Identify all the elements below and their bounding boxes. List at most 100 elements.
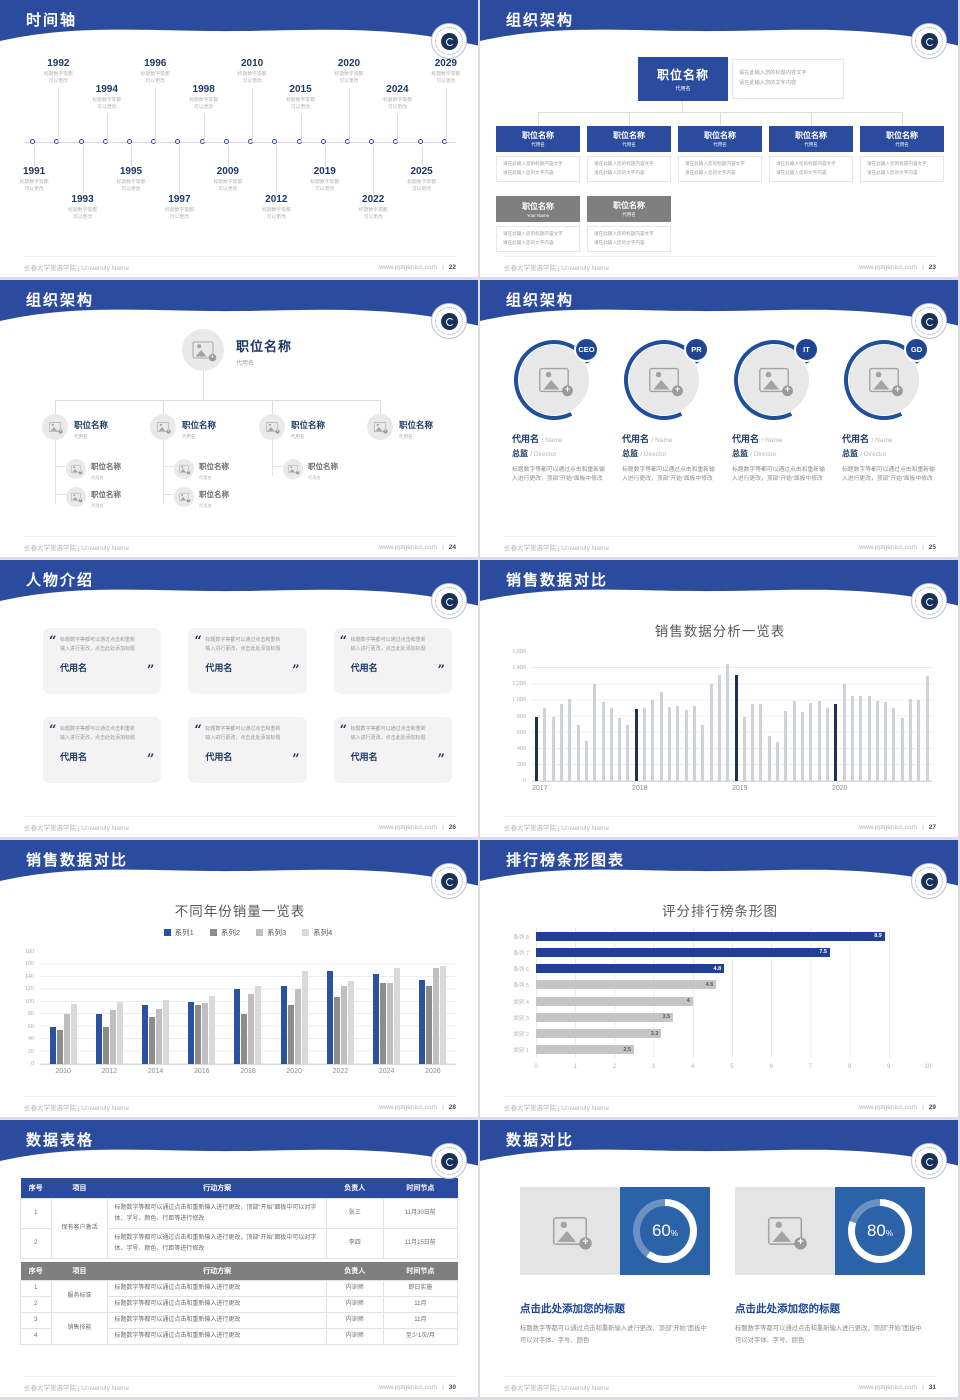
- card-title: 点击此处添加您的标题: [520, 1303, 625, 1315]
- quote-text: 标题数字等都可以通过点击和重新输入进行更改，点击此处添加标题: [350, 637, 426, 652]
- footer-site-url: www.pptgenius.com: [379, 823, 438, 831]
- timeline-note: 标题数字等都 可以更改: [189, 98, 219, 111]
- org-box-cell: 职位名称 代用名 请在此输入您的标题内容文字 请在此输入您的文字内容: [496, 126, 580, 182]
- add-image-icon: [383, 429, 388, 434]
- footer-page-number: 24: [448, 543, 456, 551]
- footer-school-name: 长春大学旅游学院 | University Name: [24, 545, 129, 552]
- position-title: 职位名称: [199, 490, 229, 499]
- header-curve: [480, 0, 960, 46]
- connector-line: [163, 440, 164, 504]
- bar-value-label: 4: [686, 998, 690, 1005]
- timeline-node-dot: [126, 139, 132, 144]
- close-quote-icon: ”: [292, 752, 300, 767]
- close-quote-icon: ”: [437, 752, 445, 767]
- column-header: 负责人: [326, 1178, 384, 1199]
- org-box-note: 请在此输入您的标题内容文字 请在此输入您的文字内容: [496, 156, 580, 182]
- seal-emblem-icon: [920, 32, 938, 50]
- position-alias: 代用名: [91, 475, 104, 480]
- image-placeholder-icon: [179, 492, 191, 502]
- footer-page-number: 22: [448, 263, 456, 271]
- donut-kpi-card: 80% 点击此处添加您的标题 标题数字等都可以通过点击和重新输入进行更改，顶部“…: [735, 1187, 925, 1346]
- merged-project-cell: 销售技能: [50, 1312, 109, 1345]
- slide-28-grouped-chart: 销售数据对比 不同年份销量一览表 系列1 系列2 系列3 系列4 180 160 140 1…: [0, 840, 480, 1120]
- slide-31-donut-comparison: 数据对比 60% 点击此处添加您的标题 标题数字等都可以通过点击和重新输入进行更…: [480, 1120, 960, 1400]
- column-bar: [709, 684, 713, 781]
- slide-header: 时间轴: [0, 0, 480, 59]
- timeline: 1991 标题数字等都 可以更改 1992 标题数字等都 可以更改: [20, 58, 461, 234]
- image-placeholder-box: [520, 1187, 620, 1275]
- bar-group: 2012: [86, 952, 132, 1075]
- category-label: 系列 7: [513, 950, 529, 957]
- image-placeholder-icon: [48, 422, 63, 434]
- x-tick-label: 2020: [286, 1068, 302, 1075]
- column-bar: [63, 1014, 70, 1064]
- timeline-connector: [227, 146, 229, 166]
- member-description: 标题数字等都可以通过点击和重新输入进行更改，顶部“开始”面板中修改: [842, 467, 935, 483]
- add-image-icon: [672, 385, 683, 397]
- org-box-note: 请在此输入您的标题内容文字 请在此输入您的文字内容: [587, 226, 671, 252]
- footer-site-url: www.pptgenius.com: [859, 823, 918, 831]
- bar-group: 2024: [364, 952, 410, 1075]
- timeline-connector: [179, 146, 181, 194]
- timeline-item: 1992 标题数字等都 可以更改: [44, 58, 73, 234]
- column-bar: [867, 696, 871, 781]
- timeline-year: 1995: [119, 166, 143, 177]
- hbar-bar: 4.6: [536, 980, 717, 990]
- image-placeholder-icon: [192, 341, 217, 362]
- hbar-row: 类别 4 4: [513, 996, 928, 1006]
- percent-value: 60: [651, 1221, 671, 1240]
- x-tick-label: 8: [847, 1064, 852, 1070]
- header-curve: [0, 0, 480, 46]
- column-bar: [234, 989, 241, 1064]
- column-bar: [49, 1026, 56, 1064]
- member-name-en: / Name: [871, 437, 893, 444]
- connector-line: [902, 112, 903, 126]
- timeline-item: 1994 标题数字等都 可以更改: [92, 58, 121, 234]
- timeline-item: 2015 标题数字等都 可以更改: [286, 58, 315, 234]
- position-title: 职位名称: [795, 131, 827, 140]
- x-tick-label: 2018: [632, 785, 648, 792]
- position-alias: 代用名: [199, 475, 212, 480]
- position-alias: Your Name: [526, 212, 550, 218]
- position-alias: 代用名: [622, 212, 636, 217]
- avatar: [66, 486, 86, 507]
- chart-title: 销售数据分析一览表: [654, 624, 786, 639]
- chart-plot-area: 180 160 140 120 100 80 60 40 20 0 2010 2012 2014 201…: [25, 949, 456, 1075]
- image-placeholder-icon: [552, 1217, 592, 1250]
- column-bar: [248, 993, 255, 1064]
- column-bar: [202, 1003, 209, 1064]
- column-bar: [601, 702, 605, 781]
- slide-footer: 长春大学旅游学院 | University Name www.pptgenius…: [24, 816, 456, 832]
- member-name: 代用名: [622, 434, 650, 444]
- position-alias: 代用名: [74, 433, 88, 439]
- footer-page-number: 25: [928, 543, 936, 551]
- bar-value-label: 4.8: [713, 965, 722, 972]
- footer-page-number: 23: [928, 263, 936, 271]
- org-box-note: 请在此输入您的标题内容文字 请在此输入您的文字内容: [769, 156, 853, 182]
- slide-title: 销售数据对比: [26, 852, 129, 869]
- slide-title: 数据表格: [26, 1132, 95, 1149]
- connector-line: [163, 400, 164, 414]
- position-alias: 代用名: [91, 503, 104, 508]
- timeline-year: 1993: [71, 194, 94, 205]
- university-seal-logo: [911, 23, 947, 59]
- slide-footer: 长春大学旅游学院 | University Name www.pptgenius…: [504, 536, 936, 552]
- position-title: 职位名称: [522, 131, 554, 140]
- footer-site-url: www.pptgenius.com: [859, 1383, 918, 1391]
- footer-page-number: 27: [928, 823, 936, 831]
- column-bar: [776, 742, 780, 781]
- table-row: 2 标题数字等都可以通过点击和重新输入进行更改，顶部“开始”面板中可以对字体、字…: [20, 1228, 459, 1259]
- legend-item: 系列2: [209, 927, 240, 938]
- timeline-node-dot: [175, 139, 181, 144]
- slide-header: 销售数据对比: [0, 840, 480, 899]
- column-bar: [909, 698, 913, 781]
- slide-title: 排行榜条形图表: [506, 852, 626, 869]
- column-header: 行动方案: [107, 1178, 327, 1199]
- position-alias: 代用名: [182, 433, 196, 439]
- timeline-note: 标题数字等都 可以更改: [310, 180, 340, 193]
- footer-page-number: 30: [448, 1383, 456, 1391]
- connector-line: [272, 440, 273, 476]
